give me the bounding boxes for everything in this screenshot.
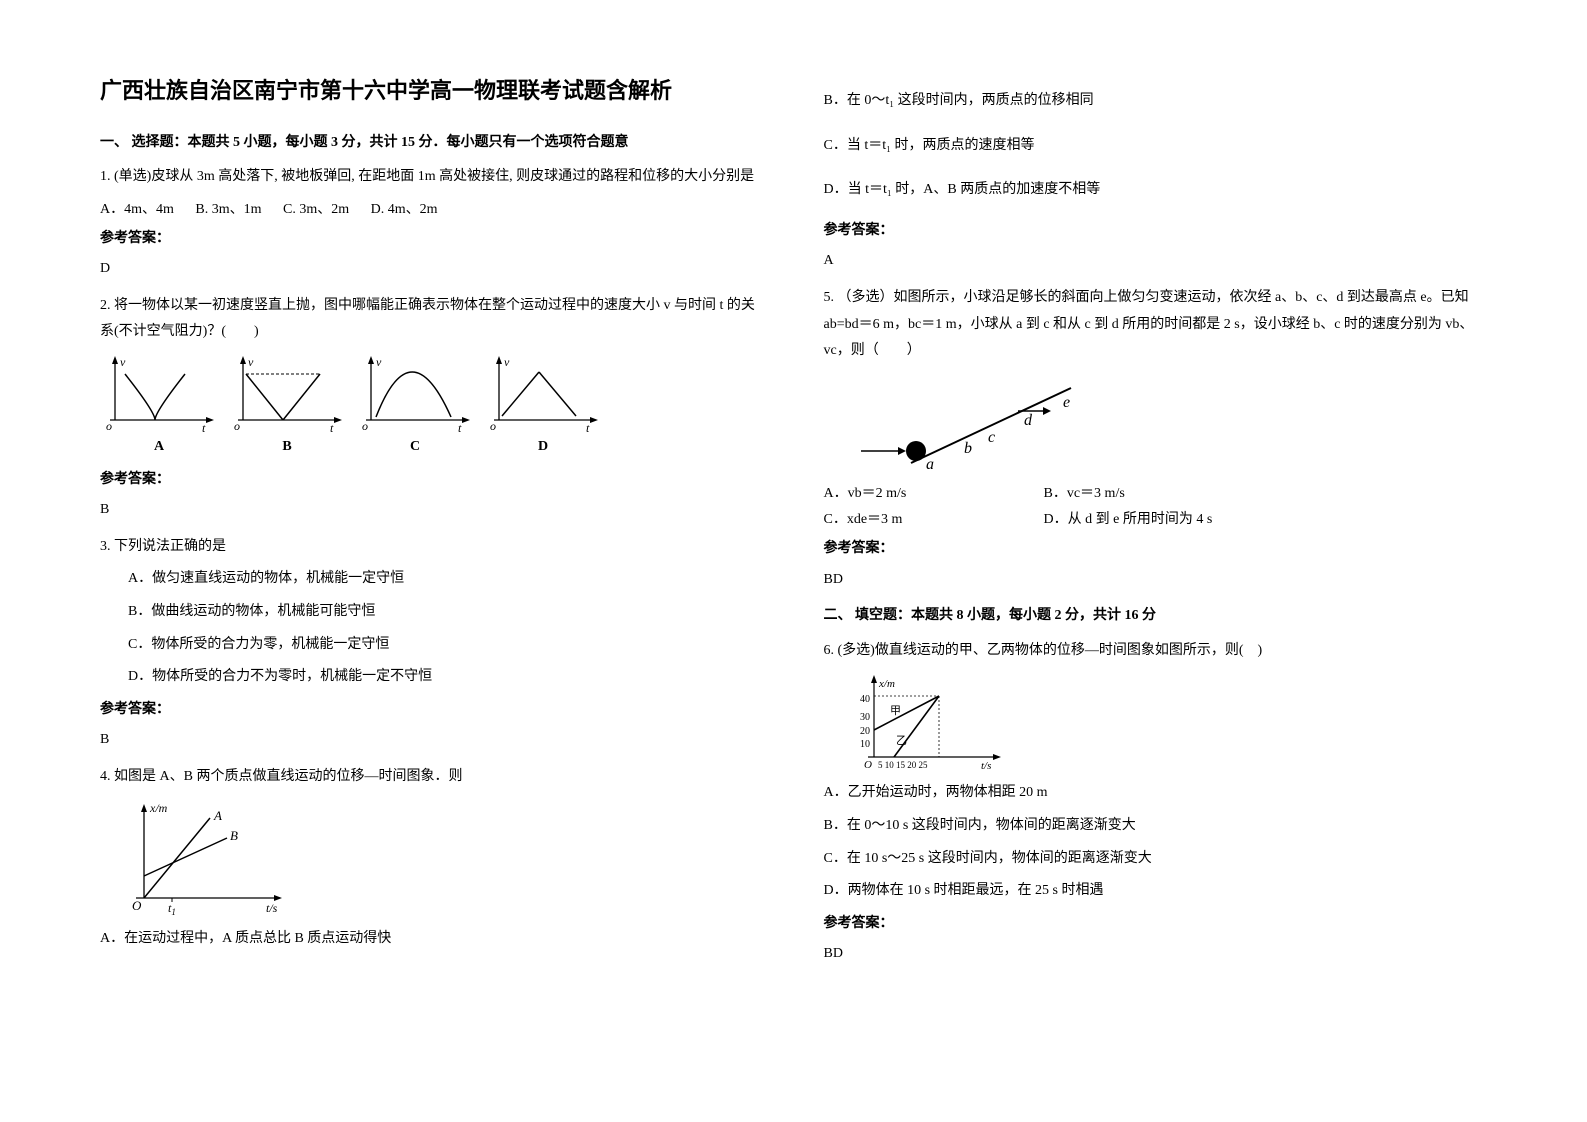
q2-label-d: D xyxy=(484,434,602,461)
q4-answer: A xyxy=(824,248,1488,275)
q5-opt-b: B．vc＝3 m/s xyxy=(1044,481,1264,508)
q3-opt-b: B．做曲线运动的物体，机械能可能守恒 xyxy=(128,599,764,626)
section-1-header: 一、 选择题：本题共 5 小题，每小题 3 分，共计 15 分．每小题只有一个选… xyxy=(100,130,764,157)
q2-answer: B xyxy=(100,497,764,524)
q2-graph-c: v t o C xyxy=(356,352,474,461)
q3-options: A．做匀速直线运动的物体，机械能一定守恒 B．做曲线运动的物体，机械能可能守恒 … xyxy=(100,566,764,690)
q2-graph-a: v t o A xyxy=(100,352,218,461)
svg-text:v: v xyxy=(248,355,254,369)
q6-answer-label: 参考答案： xyxy=(824,911,1488,938)
q4-opt-d: D．当 t＝t₁ 时，A、B 两质点的加速度不相等 xyxy=(824,177,1488,204)
q2-label-b: B xyxy=(228,434,346,461)
q3-answer: B xyxy=(100,727,764,754)
q6-opt-c: C．在 10 s～25 s 这段时间内，物体间的距离逐渐变大 xyxy=(824,846,1488,873)
q5-opt-c: C．xde＝3 m xyxy=(824,507,1044,534)
svg-text:t/s: t/s xyxy=(981,760,991,772)
svg-text:v: v xyxy=(120,355,126,369)
q4-graph: A B x/m t/s O t1 xyxy=(100,798,764,918)
q1-opt-b: B. 3m、1m xyxy=(195,202,261,217)
svg-text:o: o xyxy=(362,419,368,432)
svg-text:t: t xyxy=(458,421,462,432)
q5-answer: BD xyxy=(824,567,1488,594)
q5-answer-label: 参考答案： xyxy=(824,536,1488,563)
q2-graph-d: v t o D xyxy=(484,352,602,461)
right-column: B．在 0～t₁ 这段时间内，两质点的位移相同 C．当 t＝t₁ 时，两质点的速… xyxy=(824,70,1488,1052)
svg-text:d: d xyxy=(1024,412,1033,429)
left-column: 广西壮族自治区南宁市第十六中学高一物理联考试题含解析 一、 选择题：本题共 5 … xyxy=(100,70,764,1052)
q5-opt-a: A．vb＝2 m/s xyxy=(824,481,1044,508)
q5-row1: A．vb＝2 m/s B．vc＝3 m/s xyxy=(824,481,1488,508)
q3-opt-d: D．物体所受的合力不为零时，机械能一定不守恒 xyxy=(128,664,764,691)
svg-text:v: v xyxy=(376,355,382,369)
doc-title: 广西壮族自治区南宁市第十六中学高一物理联考试题含解析 xyxy=(100,70,764,112)
svg-text:t: t xyxy=(202,421,206,432)
svg-text:O: O xyxy=(864,759,872,771)
q3-answer-label: 参考答案： xyxy=(100,697,764,724)
svg-text:o: o xyxy=(106,419,112,432)
q6-opt-b: B．在 0～10 s 这段时间内，物体间的距离逐渐变大 xyxy=(824,813,1488,840)
svg-text:e: e xyxy=(1063,394,1070,411)
q1-options: A．4m、4m B. 3m、1m C. 3m、2m D. 4m、2m xyxy=(100,197,764,224)
q4-stem: 4. 如图是 A、B 两个质点做直线运动的位移—时间图象．则 xyxy=(100,764,764,791)
q2-answer-label: 参考答案： xyxy=(100,467,764,494)
svg-text:40: 40 xyxy=(860,694,870,705)
svg-text:o: o xyxy=(490,419,496,432)
q1-opt-d: D. 4m、2m xyxy=(371,202,438,217)
svg-text:c: c xyxy=(988,429,995,446)
svg-text:o: o xyxy=(234,419,240,432)
svg-text:b: b xyxy=(964,440,972,457)
svg-text:10: 10 xyxy=(860,739,870,750)
svg-text:t: t xyxy=(330,421,334,432)
svg-text:x/m: x/m xyxy=(878,678,895,690)
q2-graphs: v t o A v t o B xyxy=(100,352,764,461)
q4-opt-a: A．在运动过程中，A 质点总比 B 质点运动得快 xyxy=(100,926,764,953)
svg-text:乙: 乙 xyxy=(896,734,907,747)
q5-row2: C．xde＝3 m D．从 d 到 e 所用时间为 4 s xyxy=(824,507,1488,534)
q4-opt-c: C．当 t＝t₁ 时，两质点的速度相等 xyxy=(824,133,1488,160)
q4-answer-label: 参考答案： xyxy=(824,218,1488,245)
q1-stem: 1. (单选)皮球从 3m 高处落下, 被地板弹回, 在距地面 1m 高处被接住… xyxy=(100,164,764,191)
q6-opt-d: D．两物体在 10 s 时相距最远，在 25 s 时相遇 xyxy=(824,878,1488,905)
q2-label-a: A xyxy=(100,434,218,461)
section-2-header: 二、 填空题：本题共 8 小题，每小题 2 分，共计 16 分 xyxy=(824,603,1488,630)
svg-text:x/m: x/m xyxy=(149,801,168,815)
svg-text:甲: 甲 xyxy=(890,705,901,717)
q1-opt-c: C. 3m、2m xyxy=(283,202,349,217)
q2-stem: 2. 将一物体以某一初速度竖直上抛，图中哪幅能正确表示物体在整个运动过程中的速度… xyxy=(100,293,764,346)
q1-answer: D xyxy=(100,256,764,283)
svg-text:t1: t1 xyxy=(168,901,176,917)
svg-text:20: 20 xyxy=(860,726,870,737)
q5-opt-d: D．从 d 到 e 所用时间为 4 s xyxy=(1044,507,1213,534)
svg-text:B: B xyxy=(230,828,238,843)
q3-opt-c: C．物体所受的合力为零，机械能一定守恒 xyxy=(128,632,764,659)
q1-answer-label: 参考答案： xyxy=(100,226,764,253)
q3-stem: 3. 下列说法正确的是 xyxy=(100,534,764,561)
q2-graph-b: v t o B xyxy=(228,352,346,461)
svg-text:5 10 15 20 25: 5 10 15 20 25 xyxy=(878,760,928,770)
svg-text:v: v xyxy=(504,355,510,369)
svg-text:a: a xyxy=(926,456,934,473)
q6-graph: 10 20 30 40 x/m t/s O 5 10 15 20 25 甲 乙 xyxy=(824,672,1488,772)
svg-text:A: A xyxy=(213,808,222,823)
q2-label-c: C xyxy=(356,434,474,461)
q1-opt-a: A．4m、4m xyxy=(100,202,174,217)
q5-stem: 5. （多选）如图所示，小球沿足够长的斜面向上做匀匀变速运动，依次经 a、b、c… xyxy=(824,285,1488,365)
q3-opt-a: A．做匀速直线运动的物体，机械能一定守恒 xyxy=(128,566,764,593)
q6-stem: 6. (多选)做直线运动的甲、乙两物体的位移—时间图象如图所示，则( ) xyxy=(824,638,1488,665)
svg-text:30: 30 xyxy=(860,712,870,723)
svg-text:O: O xyxy=(132,898,142,913)
q6-answer: BD xyxy=(824,941,1488,968)
q4-opt-b: B．在 0～t₁ 这段时间内，两质点的位移相同 xyxy=(824,88,1488,115)
q6-opt-a: A．乙开始运动时，两物体相距 20 m xyxy=(824,780,1488,807)
svg-text:t: t xyxy=(586,421,590,432)
svg-text:t/s: t/s xyxy=(266,901,278,915)
q5-graph: a b c d e xyxy=(824,373,1488,473)
